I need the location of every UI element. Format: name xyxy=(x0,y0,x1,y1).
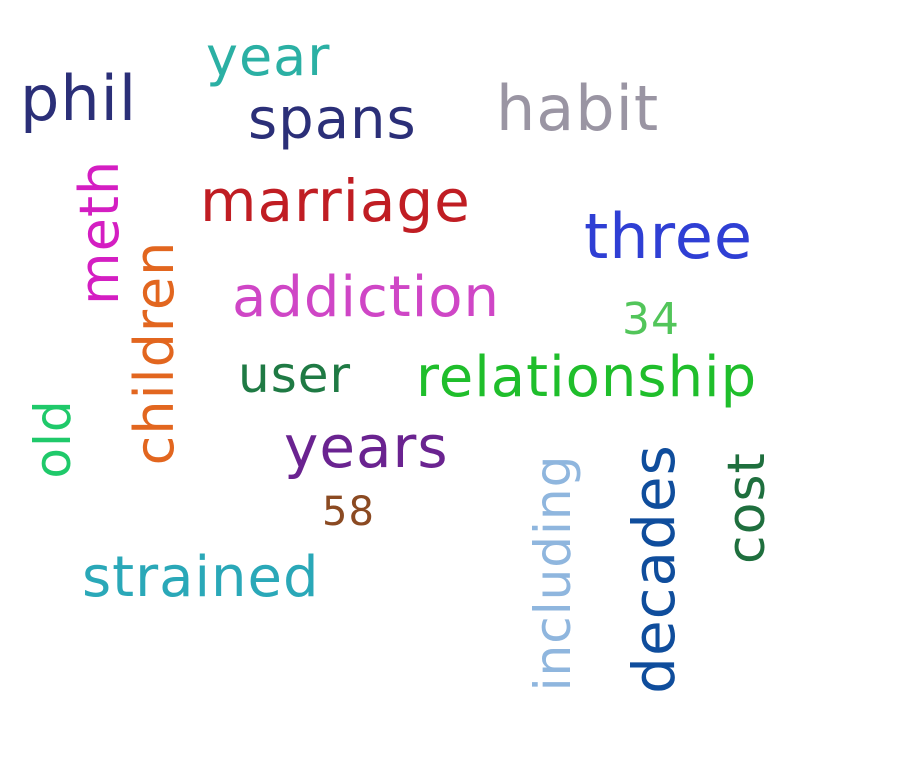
word-old: old xyxy=(24,399,82,479)
word-spans: spans xyxy=(248,87,417,152)
word-three: three xyxy=(584,200,754,273)
word-strained: strained xyxy=(82,545,320,610)
word-cost: cost xyxy=(717,452,777,564)
word-years: years xyxy=(284,413,449,481)
word-meth: meth xyxy=(68,159,131,305)
word-marriage: marriage xyxy=(200,167,471,235)
word-habit: habit xyxy=(496,72,660,145)
word-year: year xyxy=(206,25,331,88)
word-user: user xyxy=(238,346,352,404)
word-34: 34 xyxy=(622,294,680,345)
word-including: including xyxy=(524,454,582,692)
word-phil: phil xyxy=(20,62,138,135)
word-relationship: relationship xyxy=(416,345,758,410)
word-58: 58 xyxy=(322,489,375,535)
word-decades: decades xyxy=(620,444,688,694)
word-children: children xyxy=(123,240,186,466)
word-addiction: addiction xyxy=(232,265,501,330)
